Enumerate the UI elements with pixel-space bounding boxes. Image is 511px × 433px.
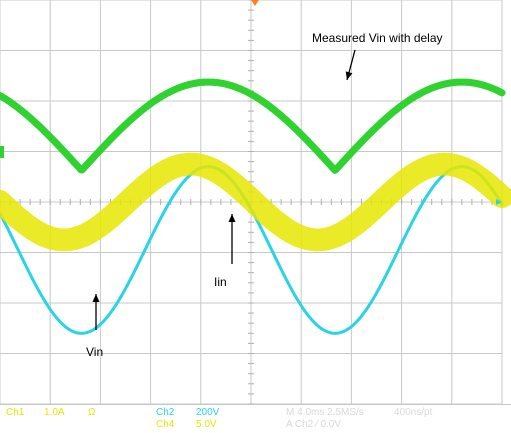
status-bar — [0, 404, 511, 433]
markers — [0, 0, 502, 205]
sample-interval-readout: 400ns/pt — [394, 407, 433, 418]
iin-label: Iin — [214, 275, 227, 289]
ch2-label: Ch2 — [156, 407, 175, 418]
timebase-readout: M 4.0ms 2.5MS/s — [286, 407, 364, 418]
ch2-scale: 200V — [196, 407, 220, 418]
ch1-mode: Ω — [88, 407, 96, 418]
measured-vin-arrow-head — [345, 71, 353, 80]
annotation-arrows — [92, 49, 356, 330]
ch1-label: Ch1 — [6, 407, 25, 418]
iin-trace — [0, 152, 511, 252]
trigger-position-marker — [251, 0, 259, 6]
vin-label: Vin — [86, 345, 104, 359]
ch4-scale: 5.0V — [196, 419, 217, 430]
trigger-level-marker — [496, 199, 502, 205]
traces — [0, 78, 511, 335]
ch4-ground-marker — [0, 146, 4, 158]
ch1-scale: 1.0A — [44, 407, 65, 418]
trigger-readout: A Ch2 ⁄ 0.0V — [286, 419, 342, 430]
measured-vin-label: Measured Vin with delay — [312, 31, 443, 45]
iin-arrow-head — [228, 214, 236, 222]
ch4-label: Ch4 — [156, 419, 175, 430]
vin-arrow-head — [92, 294, 100, 302]
measured-vin-trace — [0, 78, 506, 174]
